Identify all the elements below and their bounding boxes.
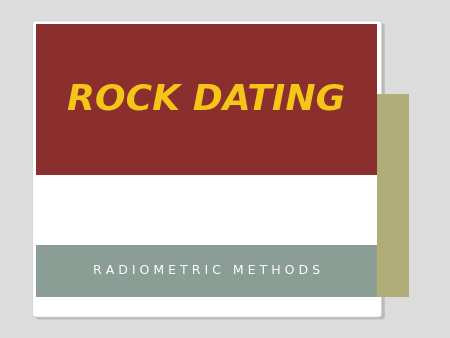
Text: ROCK DATING: ROCK DATING	[68, 82, 346, 116]
Bar	[377, 94, 410, 297]
Bar	[36, 245, 377, 297]
FancyBboxPatch shape	[36, 23, 385, 319]
FancyBboxPatch shape	[32, 21, 382, 317]
Bar	[36, 24, 377, 175]
Text: R A D I O M E T R I C   M E T H O D S: R A D I O M E T R I C M E T H O D S	[93, 264, 320, 277]
